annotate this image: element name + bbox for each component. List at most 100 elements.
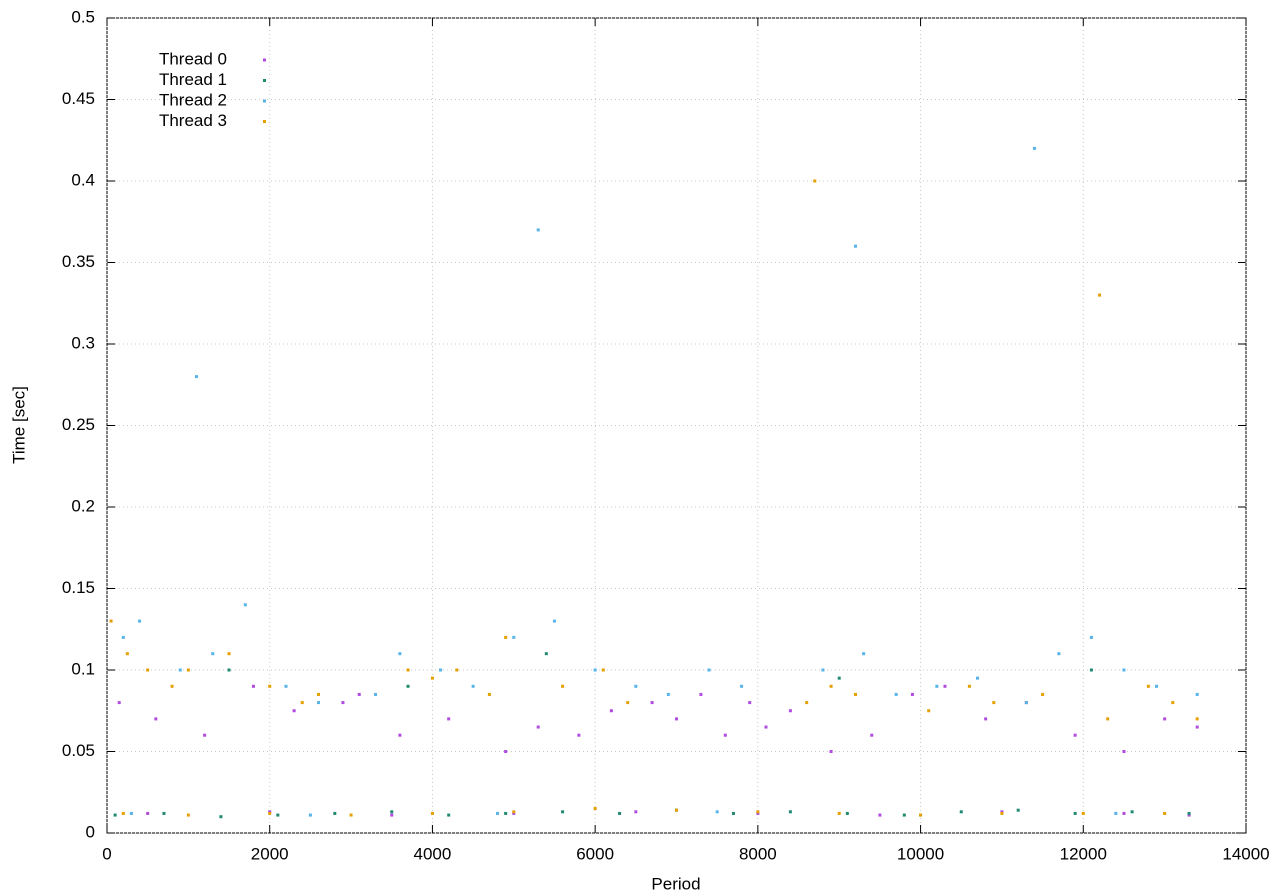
point: [1187, 813, 1191, 817]
x-tick-label: 0: [102, 844, 111, 863]
point: [894, 692, 898, 696]
point: [455, 668, 459, 672]
y-axis-label: Time [sec]: [9, 386, 28, 464]
point: [650, 701, 654, 705]
point: [699, 692, 703, 696]
point: [1195, 717, 1199, 721]
point: [845, 811, 849, 815]
point: [788, 709, 792, 713]
point: [471, 684, 475, 688]
point: [341, 701, 345, 705]
point: [203, 733, 207, 737]
point: [902, 813, 906, 817]
point: [1032, 146, 1036, 150]
point: [268, 810, 272, 814]
point: [976, 676, 980, 680]
point: [748, 701, 752, 705]
point: [601, 668, 605, 672]
point: [1122, 811, 1126, 815]
point: [117, 701, 121, 705]
point: [146, 668, 150, 672]
point: [715, 810, 719, 814]
point: [805, 701, 809, 705]
point: [878, 813, 882, 817]
point: [1146, 684, 1150, 688]
point: [390, 810, 394, 814]
legend-label: Thread 0: [159, 49, 227, 68]
legend-label: Thread 3: [159, 111, 227, 130]
point: [154, 717, 158, 721]
point: [1000, 811, 1004, 815]
point: [251, 684, 255, 688]
point: [430, 676, 434, 680]
point: [1024, 701, 1028, 705]
y-tick-label: 0.15: [62, 578, 95, 597]
point: [707, 668, 711, 672]
point: [853, 692, 857, 696]
point: [862, 652, 866, 656]
point: [504, 811, 508, 815]
point: [219, 815, 223, 819]
point: [1089, 635, 1093, 639]
point: [447, 813, 451, 817]
point: [1155, 684, 1159, 688]
point: [593, 668, 597, 672]
x-tick-label: 2000: [251, 844, 289, 863]
point: [1195, 692, 1199, 696]
point: [959, 810, 963, 814]
point: [1057, 652, 1061, 656]
point: [178, 668, 182, 672]
x-tick-label: 12000: [1060, 844, 1107, 863]
point: [170, 684, 174, 688]
point: [919, 813, 923, 817]
point: [138, 619, 142, 623]
y-tick-label: 0.2: [71, 496, 95, 515]
point: [536, 228, 540, 232]
point: [333, 811, 337, 815]
point: [186, 668, 190, 672]
point: [675, 717, 678, 721]
point: [634, 684, 638, 688]
point: [561, 810, 565, 814]
legend-label: Thread 1: [159, 70, 227, 89]
point: [935, 684, 939, 688]
y-tick-label: 0.5: [71, 7, 95, 26]
point: [496, 811, 500, 815]
legend-marker: [263, 79, 266, 82]
point: [349, 813, 353, 817]
point: [788, 810, 792, 814]
point: [227, 668, 231, 672]
point: [1171, 701, 1175, 705]
point: [731, 811, 735, 815]
point: [398, 652, 402, 656]
point: [1041, 692, 1045, 696]
point: [268, 811, 272, 815]
point: [1122, 668, 1126, 672]
point: [1187, 811, 1191, 815]
point: [1195, 725, 1199, 729]
legend-marker: [263, 58, 266, 62]
y-tick-label: 0.4: [71, 170, 95, 189]
x-tick-label: 14000: [1222, 844, 1269, 863]
point: [764, 725, 768, 729]
point: [125, 652, 129, 656]
point: [740, 684, 744, 688]
point: [577, 733, 581, 737]
point: [967, 684, 971, 688]
point: [227, 652, 231, 656]
point: [666, 692, 670, 696]
point: [837, 811, 841, 815]
point: [1122, 750, 1126, 753]
x-tick-label: 4000: [414, 844, 452, 863]
point: [357, 692, 361, 696]
point: [129, 811, 133, 815]
point: [626, 701, 630, 705]
point: [544, 652, 548, 656]
legend-marker: [263, 99, 266, 103]
point: [618, 811, 622, 815]
legend-label: Thread 2: [159, 90, 227, 109]
legend-marker: [263, 120, 266, 123]
point: [243, 603, 247, 607]
point: [1163, 811, 1167, 815]
